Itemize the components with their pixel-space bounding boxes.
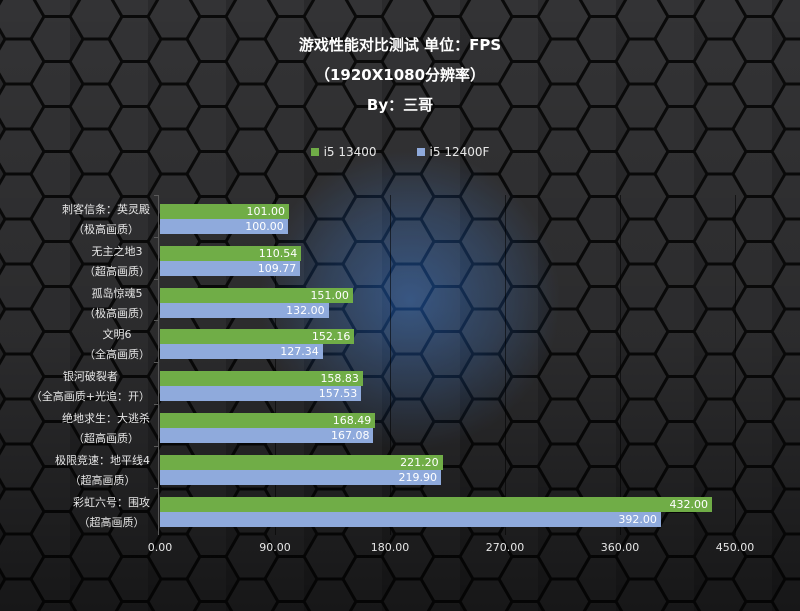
bar-value-label: 167.08: [330, 429, 370, 442]
gridline-90: [275, 195, 276, 535]
bar-value-label: 132.00: [286, 303, 325, 317]
category-name: 无主之地3: [91, 244, 143, 258]
bar-value-label: 158.83: [320, 372, 359, 386]
bar-value-label: 157.53: [318, 387, 358, 401]
category-label: 无主之地3 （超高画质）: [84, 242, 150, 282]
legend-swatch-green-icon: [310, 148, 319, 156]
y-tick-mark: [154, 404, 159, 405]
category-setting: （超高画质）: [69, 473, 136, 487]
category-setting: （全高画质）: [84, 348, 150, 362]
y-tick-mark: [154, 195, 159, 196]
bar-value-label: 127.34: [280, 345, 319, 359]
x-tick-label: 180.00: [370, 541, 410, 554]
x-tick-label: 450.00: [715, 541, 755, 554]
bar-value-label: 168.49: [332, 414, 372, 427]
bar-i5-12400f: 132.00: [160, 302, 329, 318]
category-name: 彩虹六号：围攻: [73, 495, 150, 509]
bar-value-label: 392.00: [618, 512, 657, 526]
bar-i5-13400: 151.00: [160, 287, 353, 303]
category-label: 极限竞速：地平线4 （超高画质）: [55, 451, 150, 491]
category-name: 孤岛惊魂5: [91, 286, 143, 300]
bar-i5-12400f: 127.34: [160, 344, 323, 360]
title-line-3: By：三哥: [366, 96, 434, 114]
gridline-180: [390, 195, 391, 535]
bar-i5-12400f: 167.08: [160, 428, 374, 443]
bar-value-label: 101.00: [246, 205, 286, 218]
category-setting: （全高画质+光追：开）: [30, 390, 150, 404]
gridline-360: [620, 195, 621, 535]
bar-value-label: 219.90: [398, 470, 437, 484]
bar-i5-13400: 101.00: [160, 204, 290, 219]
category-name: 极限竞速：地平线4: [55, 453, 150, 467]
category-name: 绝地求生：大逃杀: [62, 412, 150, 425]
gridline-450: [735, 195, 736, 535]
category-setting: （极高画质）: [84, 306, 150, 320]
bar-value-label: 221.20: [400, 455, 439, 469]
plot-area: 101.00 100.00 110.54 109.77 151.00 132.00 152.…: [160, 195, 736, 535]
x-tick-label: 0.00: [147, 541, 173, 554]
bar-value-label: 109.77: [257, 261, 297, 275]
title-line-2: （1920X1080分辨率）: [314, 66, 486, 84]
y-tick-mark: [154, 487, 159, 489]
y-axis-line: [158, 195, 159, 535]
bar-i5-13400: 152.16: [160, 329, 355, 345]
y-tick-mark: [154, 320, 159, 322]
legend-label: i5 12400F: [429, 145, 490, 159]
y-tick-mark: [154, 362, 159, 364]
category-label: 文明6 （全高画质）: [84, 325, 150, 365]
bar-i5-13400: 221.20: [160, 454, 443, 470]
bar-i5-13400: 432.00: [160, 496, 712, 512]
bar-i5-13400: 158.83: [160, 371, 363, 387]
category-name: 银河破裂者: [62, 370, 118, 384]
bar-value-label: 151.00: [310, 288, 349, 302]
x-tick-label: 270.00: [485, 541, 525, 554]
bar-value-label: 152.16: [311, 330, 351, 344]
bar-i5-12400f: 219.90: [160, 469, 441, 485]
legend-label: i5 13400: [323, 145, 377, 159]
bar-i5-12400f: 157.53: [160, 386, 362, 402]
bar-i5-12400f: 100.00: [160, 219, 288, 234]
bar-i5-13400: 110.54: [160, 245, 302, 261]
bar-i5-12400f: 109.77: [160, 260, 301, 276]
category-setting: （极高画质）: [73, 223, 139, 236]
category-setting: （超高画质）: [73, 432, 139, 445]
bar-value-label: 432.00: [669, 497, 709, 511]
category-name: 刺客信条：英灵殿: [62, 203, 150, 216]
category-setting: （超高画质）: [84, 264, 150, 278]
y-tick-mark: [154, 278, 159, 280]
category-label: 绝地求生：大逃杀 （超高画质）: [62, 409, 150, 449]
bar-value-label: 100.00: [245, 220, 284, 233]
x-tick-label: 360.00: [600, 541, 640, 554]
category-label: 银河破裂者 （全高画质+光追：开）: [31, 367, 150, 407]
chart-title: 游戏性能对比测试 单位：FPS （1920X1080分辨率） By：三哥: [0, 30, 800, 120]
category-label: 刺客信条：英灵殿 （极高画质）: [62, 200, 150, 240]
legend-item-13400: i5 13400: [310, 145, 377, 159]
y-tick-mark: [154, 236, 159, 238]
y-tick-mark: [154, 445, 159, 447]
chart-legend: i5 13400 i5 12400F: [0, 145, 800, 159]
bar-i5-12400f: 392.00: [160, 511, 661, 527]
gridline-270: [505, 195, 506, 535]
title-line-1: 游戏性能对比测试 单位：FPS: [298, 36, 502, 54]
bar-value-label: 110.54: [258, 246, 298, 260]
bar-i5-13400: 168.49: [160, 413, 376, 428]
category-label: 孤岛惊魂5 （极高画质）: [84, 284, 150, 324]
category-name: 文明6: [102, 328, 132, 342]
legend-item-12400f: i5 12400F: [416, 145, 490, 159]
category-label: 彩虹六号：围攻 （超高画质）: [73, 493, 150, 533]
category-setting: （超高画质）: [78, 515, 145, 529]
legend-swatch-blue-icon: [416, 148, 425, 156]
x-tick-label: 90.00: [259, 541, 291, 554]
